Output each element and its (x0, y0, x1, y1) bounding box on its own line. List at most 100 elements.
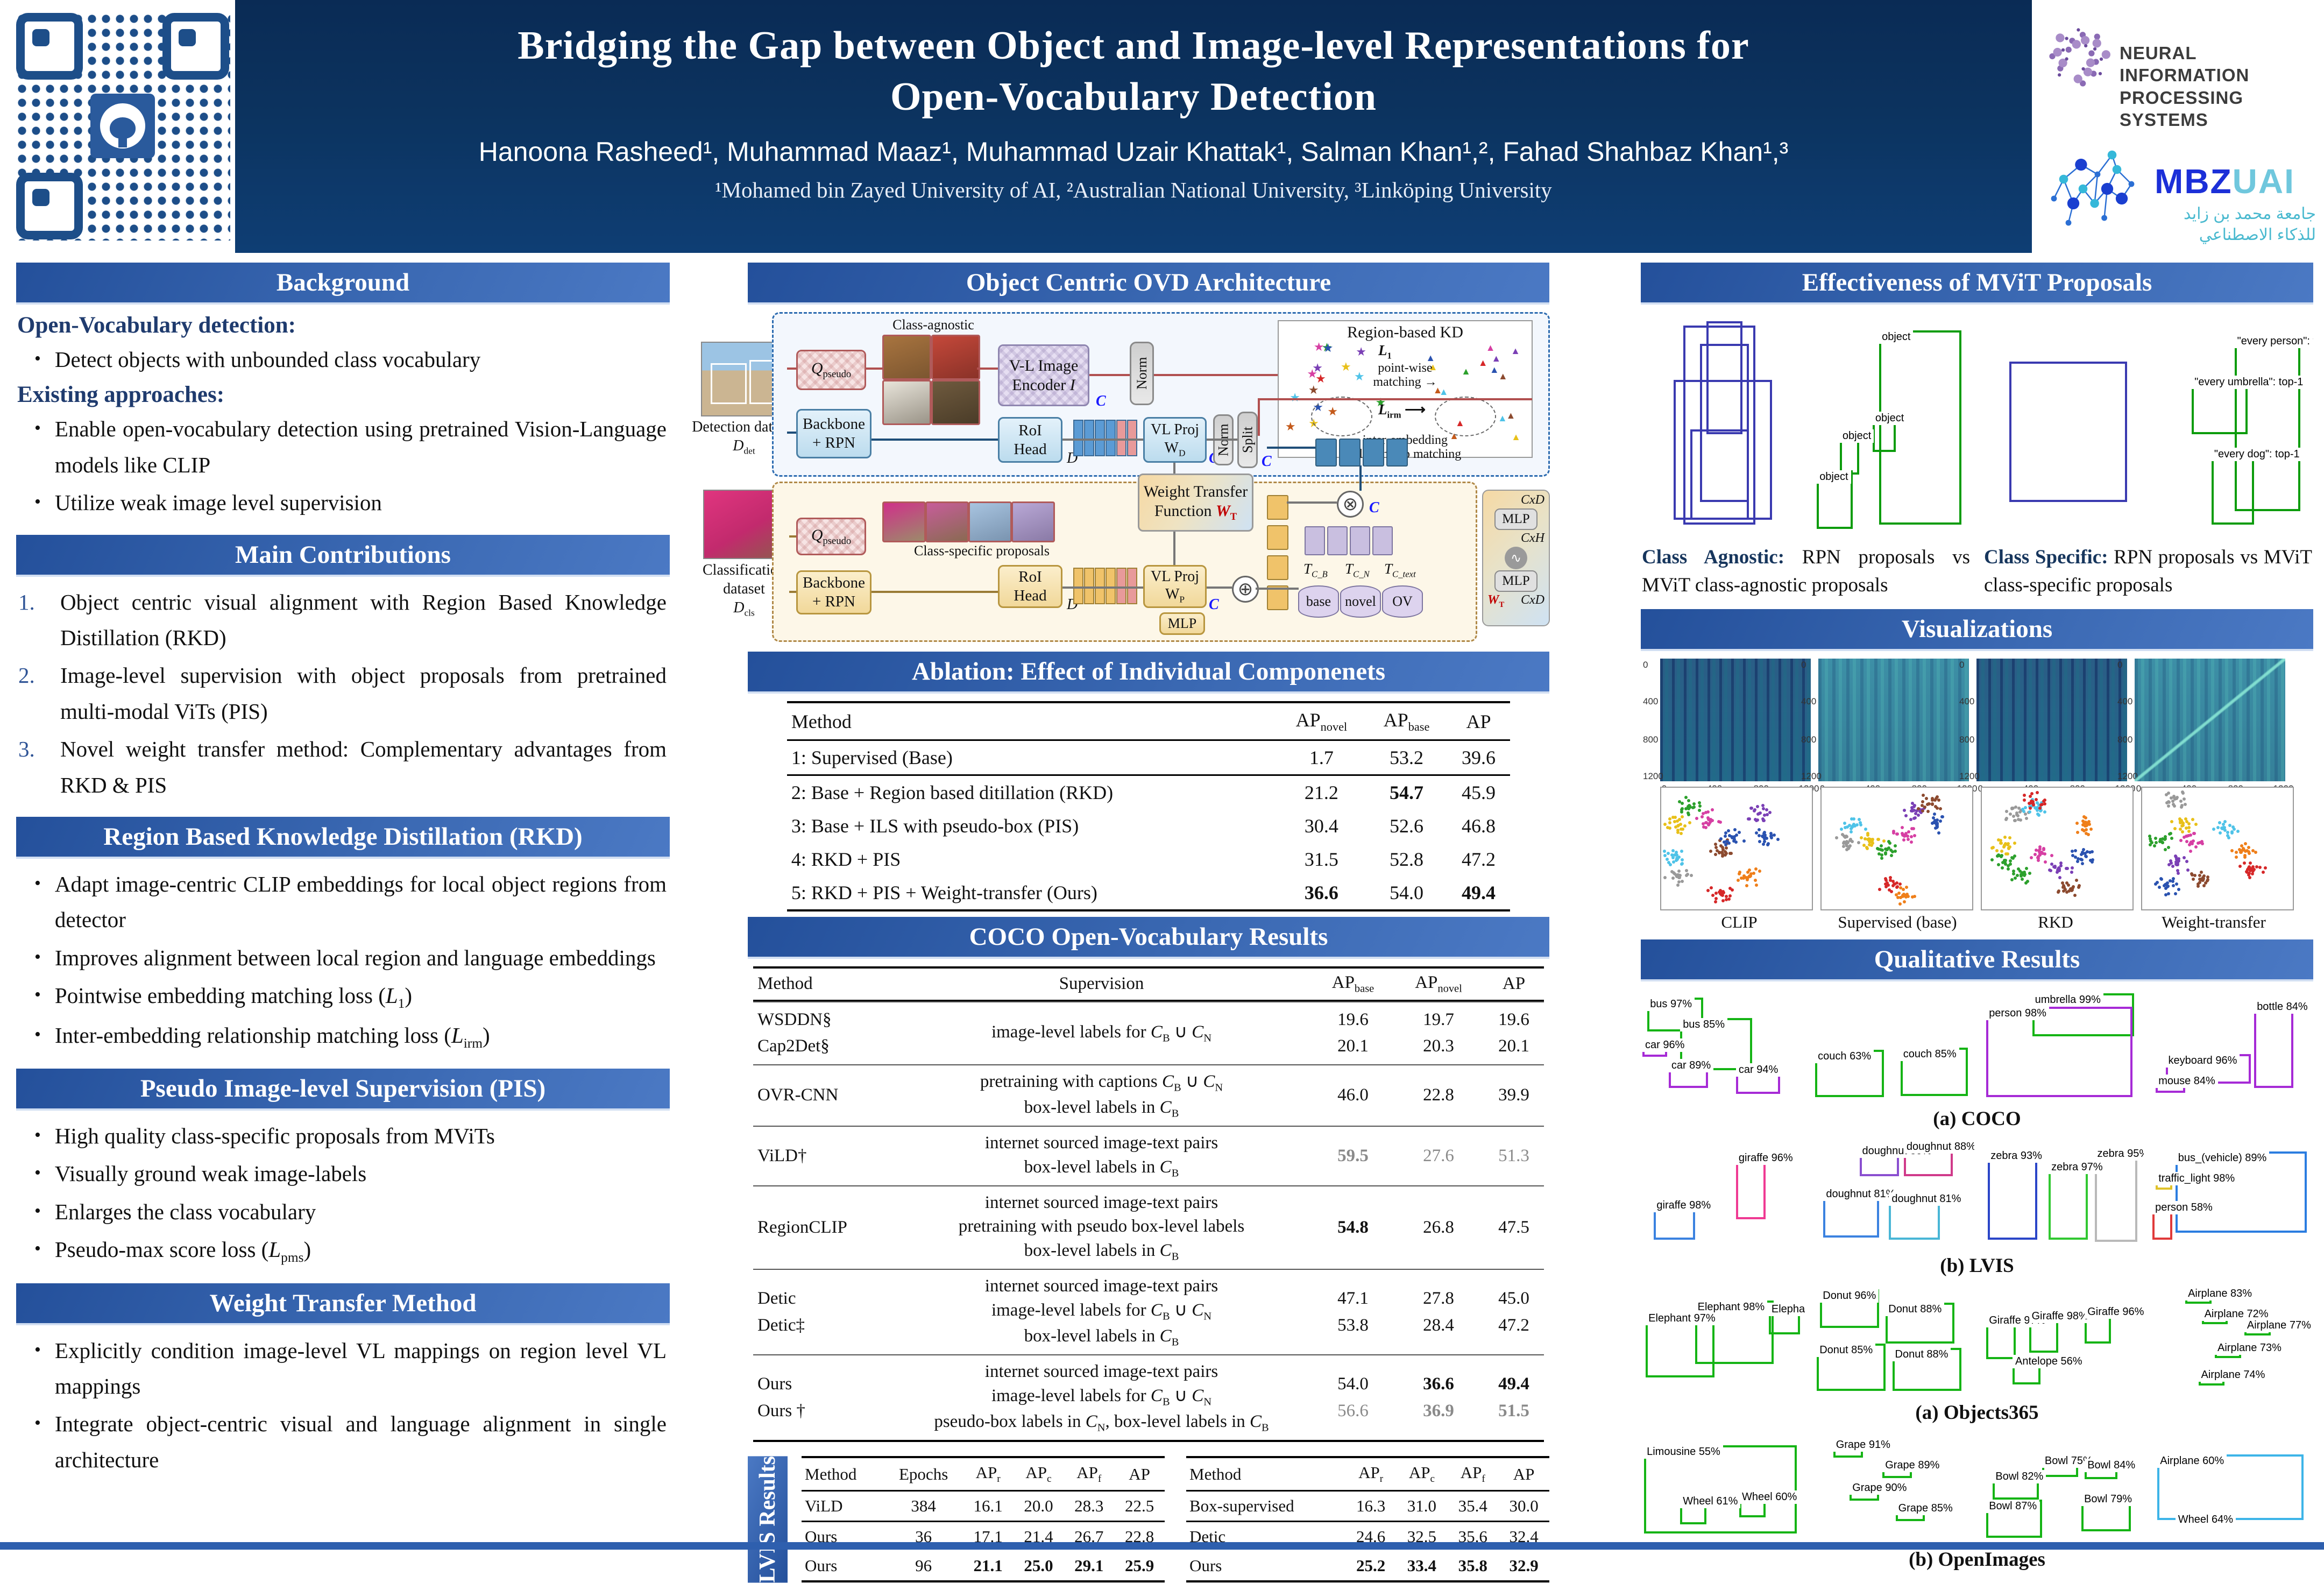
tsne-dot (2061, 884, 2065, 888)
tsne-dot (1714, 891, 1718, 895)
tsne-dot (1680, 807, 1684, 810)
tsne-dot (1845, 844, 1848, 847)
tsne-dot (2075, 821, 2079, 825)
tsne-dot (2009, 812, 2013, 816)
bounding-box-label: Giraffe 96% (2085, 1305, 2144, 1319)
tsne-dot (2008, 862, 2012, 866)
tsne-dot (2180, 804, 2184, 808)
bounding-box: Airplane 77% (2244, 1318, 2313, 1336)
tsne-dot (2245, 849, 2249, 852)
tsne-dot (2000, 866, 2004, 870)
section-title-coco: COCO Open-Vocabulary Results (748, 917, 1549, 957)
tsne-dot (1895, 893, 1898, 896)
tsne-dot (1722, 840, 1726, 844)
tsne-dot (1894, 844, 1897, 847)
tsne-dot (1902, 893, 1905, 896)
tsne-dot (1931, 822, 1935, 825)
bounding-box-label: Grape 85% (1895, 1501, 1955, 1515)
tsne-dot (2030, 856, 2034, 859)
cluster-ellipse (1311, 397, 1372, 436)
tsne-dot (2070, 889, 2073, 893)
text-embedding-square (1315, 439, 1337, 467)
bounding-box: Giraffe 97% (1986, 1314, 2049, 1360)
bullet-item: • Explicitly condition image-level VL map… (34, 1338, 667, 1398)
tsne-dot (1935, 825, 1939, 829)
bounding-box: Grape 85% (1895, 1501, 1955, 1521)
lead-existing: Existing approaches: (17, 382, 225, 408)
tsne-dot (1909, 817, 1912, 821)
bounding-box-label: giraffe 98% (1654, 1199, 1714, 1213)
caption-class-agnostic: Class Agnostic: RPN proposals vs MViT cl… (1642, 546, 1970, 596)
tsne-dot (1891, 884, 1895, 887)
tsne-dot (1710, 808, 1714, 811)
tsne-dot (1756, 804, 1760, 808)
tsne-dot (2006, 852, 2010, 856)
embedding-bar (1116, 568, 1126, 604)
ablation-table-wrap: Method APnovel APbase AP 1: Supervised (Base… (748, 701, 1549, 912)
tsne-dot (2003, 842, 2007, 845)
tsne-dot (2164, 835, 2167, 838)
tsne-dot (2153, 844, 2157, 847)
embedding-bar (1106, 568, 1116, 604)
tsne-dot (2043, 798, 2047, 802)
tsne-dot (2021, 871, 2024, 874)
row-caption: (b) OpenImages (1909, 1548, 2045, 1571)
tsne-dot (2199, 871, 2203, 874)
tsne-dot (2013, 877, 2017, 880)
heatmap-clip: 0 0 400 400 800 800 1200 1200 (1643, 658, 1819, 794)
tsne-dot (1851, 839, 1854, 843)
tsne-dot (1727, 834, 1731, 838)
tsne-dot (1673, 819, 1676, 823)
tsne-dot (2002, 860, 2006, 864)
tsne-dot (2245, 871, 2249, 874)
tsne-dot (1688, 804, 1691, 808)
tsne-dot (1887, 840, 1890, 844)
tsne-dot (1763, 836, 1767, 839)
tsne-dot (2179, 827, 2183, 831)
tsne-dot (1940, 815, 1944, 819)
left-column: Background Open-Vocabulary detection: • D… (16, 263, 670, 1492)
tsne-dot (2028, 810, 2032, 814)
proposal-thumb (968, 501, 1012, 542)
tsne-dot (2148, 837, 2152, 841)
tsne-dot (1859, 836, 1863, 839)
tsne-dot (2251, 865, 2255, 869)
text-embedding-square (1363, 439, 1384, 467)
tsne-dot (1845, 839, 1849, 843)
tsne-dot (2175, 796, 2179, 800)
tsne-dot (2187, 822, 2191, 825)
section-title-architecture: Object Centric OVD Architecture (748, 263, 1549, 302)
tsne-dot (1893, 850, 1897, 853)
tsne-dot (1853, 824, 1857, 828)
tsne-dot (2165, 881, 2169, 885)
tsne-dot (2037, 814, 2040, 817)
street-rpn-proposals (1980, 312, 2144, 538)
tsne-dot (2255, 865, 2259, 868)
tsne-dot (1850, 817, 1854, 821)
tsne-dot (2070, 870, 2074, 874)
tsne-dot (2044, 860, 2047, 864)
tsne-dot (2198, 874, 2201, 878)
tsne-dot (2226, 831, 2229, 835)
triangle-glyph: ▲ (1426, 352, 1436, 364)
tsne-dot (1734, 840, 1738, 844)
tsne-dot (2230, 849, 2234, 852)
bounding-box: doughnut 81% (1889, 1192, 1964, 1240)
tsne-dot (2165, 793, 2169, 797)
bounding-box (1699, 343, 1749, 502)
tsne-dot (1925, 796, 1928, 800)
tsne-dot (2024, 812, 2028, 816)
vl-proj-wd-box: VL Proj WD (1143, 417, 1207, 463)
t-cb-label: TC_B (1303, 561, 1328, 580)
tsne-dot (2087, 833, 2091, 837)
tsne-dot (2069, 887, 2073, 891)
tsne-dot (2188, 849, 2192, 853)
bounding-box: car 96% (1642, 1038, 1688, 1057)
qr-finder-icon (16, 173, 83, 239)
tsne-dot (2011, 814, 2015, 818)
lvis-table-2: Method APr APc APf AP Box-supervised 16.3 31.0 3… (1186, 1456, 1549, 1583)
axis-tick: 400 (1643, 696, 1659, 707)
axis-tick: 0 (2117, 659, 2123, 670)
tsne-dot (1922, 793, 1925, 797)
tsne-dot (2017, 806, 2021, 810)
